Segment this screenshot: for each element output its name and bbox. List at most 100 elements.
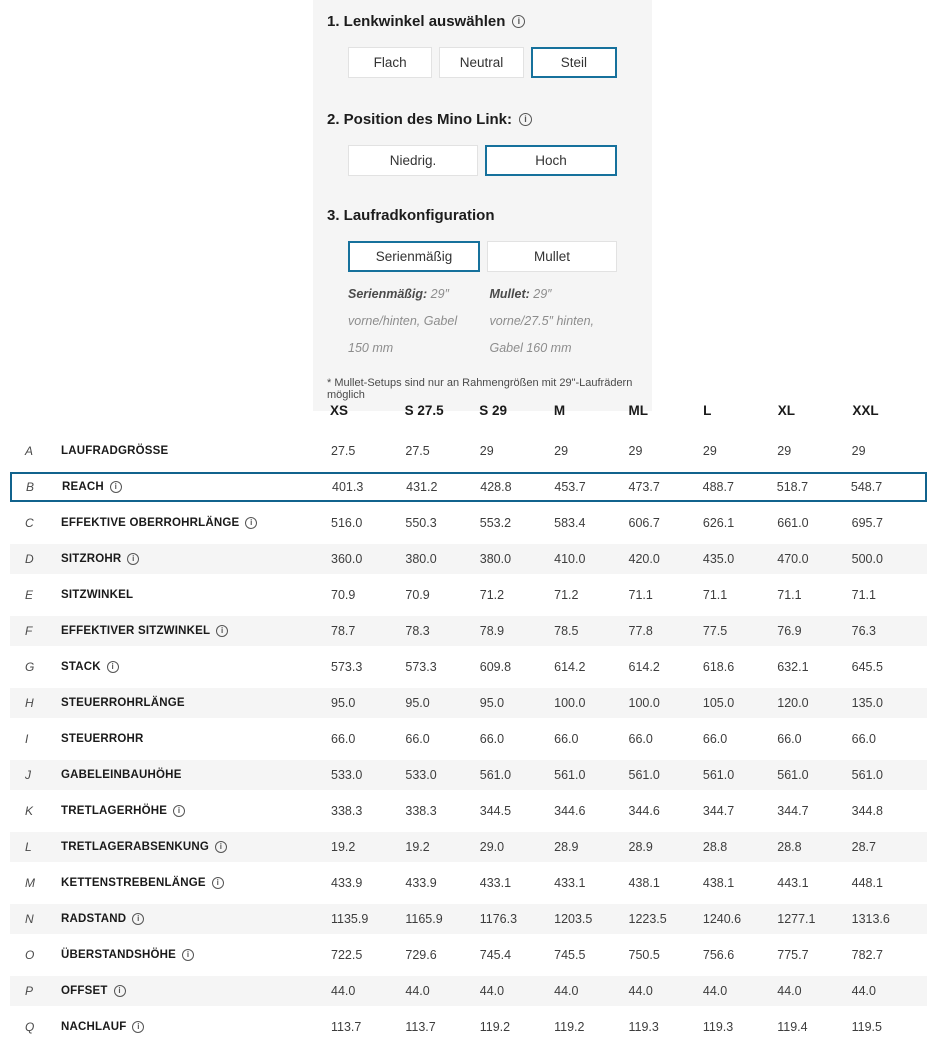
row-label-text: NACHLAUF [61, 1021, 127, 1033]
option-niedrig[interactable]: Niedrig. [348, 145, 478, 176]
table-row-kettenstrebenl-nge[interactable]: M KETTENSTREBENLÄNGE i 433.9 433.9 433.1 433.1… [10, 868, 927, 898]
row-label-text: EFFEKTIVER SITZWINKEL [61, 625, 211, 637]
table-row-tretlagerabsenkung[interactable]: L TRETLAGERABSENKUNG i 19.2 19.2 29.0 28.9 28.9… [10, 832, 927, 862]
cell-value: 561.0 [628, 768, 660, 782]
cell-value: 113.7 [331, 1020, 362, 1034]
info-icon[interactable]: i [106, 661, 119, 673]
row-letter: H [25, 696, 34, 710]
column-header-xs: XS [330, 402, 349, 418]
cell-value: 618.6 [702, 660, 735, 674]
cell-value: 533.0 [331, 768, 363, 782]
cell-value: 66.0 [405, 732, 430, 746]
cell-value: 71.2 [479, 588, 505, 602]
option-mullet[interactable]: Mullet [487, 241, 617, 272]
info-icon[interactable]: i [173, 805, 186, 817]
column-header-l: L [703, 402, 712, 418]
row-label: SITZROHR i [61, 553, 331, 565]
cell-value: 44.0 [851, 984, 876, 998]
table-row-steuerrohr[interactable]: I STEUERROHR 66.0 66.0 66.0 66.0 66.0 66.0 66.0 6… [10, 724, 927, 754]
cell-value: 76.3 [851, 624, 876, 638]
table-row-sitzrohr[interactable]: D SITZROHR i 360.0 380.0 380.0 410.0 420.0 435.0… [10, 544, 927, 574]
info-icon[interactable]: i [132, 913, 145, 925]
cell-value: 344.8 [851, 804, 883, 818]
cell-value: 19.2 [331, 840, 356, 854]
cell-value: 550.3 [405, 516, 437, 530]
option-serienm-ig[interactable]: Serienmäßig [348, 241, 480, 272]
table-row-laufradgr-sse[interactable]: A LAUFRADGRÖSSE 27.5 27.5 29 29 29 29 29 29 [10, 436, 927, 466]
option-neutral[interactable]: Neutral [439, 47, 524, 78]
table-row-berstandsh-he[interactable]: O ÜBERSTANDSHÖHE i 722.5 729.6 745.4 745.5 750.… [10, 940, 927, 970]
table-row-tretlagerh-he[interactable]: K TRETLAGERHÖHE i 338.3 338.3 344.5 344.6 344.6… [10, 796, 927, 826]
table-row-stack[interactable]: G STACK i 573.3 573.3 609.8 614.2 614.2 618.6 632… [10, 652, 927, 682]
info-icon[interactable]: i [182, 949, 195, 961]
cell-value: 29 [702, 444, 717, 458]
cell-value: 27.5 [331, 444, 356, 458]
table-row-nachlauf[interactable]: Q NACHLAUF i 113.7 113.7 119.2 119.2 119.3 119.3… [10, 1012, 927, 1042]
cell-value: 44.0 [554, 984, 579, 998]
table-row-sitzwinkel[interactable]: E SITZWINKEL 70.9 70.9 71.2 71.2 71.1 71.1 71.1 7… [10, 580, 927, 610]
table-row-offset[interactable]: P OFFSET i 44.0 44.0 44.0 44.0 44.0 44.0 44.0 44.0 [10, 976, 927, 1006]
table-row-reach[interactable]: B REACH i 401.3 431.2 428.8 453.7 473.7 488.7 518… [10, 472, 927, 502]
table-row-gabeleinbauh-he[interactable]: J GABELEINBAUHÖHE 533.0 533.0 561.0 561.0 561.… [10, 760, 927, 790]
row-label-text: OFFSET [61, 985, 108, 997]
info-icon[interactable]: i [109, 481, 122, 493]
cell-value: 433.1 [554, 876, 586, 890]
cell-value: 119.5 [851, 1020, 882, 1034]
cell-value: 438.1 [628, 876, 660, 890]
description-lead: Serienmäßig: [348, 287, 428, 301]
option-hoch[interactable]: Hoch [485, 145, 617, 176]
info-icon[interactable]: i [215, 841, 227, 853]
cell-value: 729.6 [405, 948, 437, 962]
cell-value: 77.5 [702, 624, 728, 638]
cell-value: 77.8 [628, 624, 653, 638]
cell-value: 44.0 [331, 984, 356, 998]
row-label: TRETLAGERABSENKUNG i [61, 841, 331, 853]
cell-value: 78.5 [554, 624, 579, 638]
step-title-row: 1. Lenkwinkel auswählen i [327, 13, 638, 30]
cell-value: 76.9 [777, 624, 802, 638]
cell-value: 29 [479, 444, 494, 458]
table-header-row: XS S 27.5 S 29 M ML L XL XXL [10, 398, 927, 422]
info-icon[interactable]: i [132, 1021, 145, 1033]
option-flach[interactable]: Flach [348, 47, 433, 78]
row-letter: K [25, 804, 34, 818]
cell-value: 100.0 [554, 696, 586, 710]
table-row-steuerrohrl-nge[interactable]: H STEUERROHRLÄNGE 95.0 95.0 95.0 100.0 100.0 10… [10, 688, 927, 718]
cell-value: 420.0 [628, 552, 660, 566]
info-icon[interactable]: i [211, 877, 224, 889]
cell-value: 1223.5 [628, 912, 667, 926]
cell-value: 606.7 [628, 516, 660, 530]
cell-value: 1203.5 [554, 912, 593, 926]
table-row-radstand[interactable]: N RADSTAND i 1135.9 1165.9 1176.3 1203.5 1223.5… [10, 904, 927, 934]
config-step-2: 2. Position des Mino Link: i Niedrig. Hoch [327, 111, 638, 176]
cell-value: 632.1 [777, 660, 809, 674]
info-icon[interactable]: i [127, 553, 140, 565]
table-row-effektiver-sitzwinkel[interactable]: F EFFEKTIVER SITZWINKEL i 78.7 78.3 78.9 78.5 7… [10, 616, 927, 646]
cell-value: 135.0 [851, 696, 883, 710]
cell-value: 78.7 [331, 624, 356, 638]
row-label: EFFEKTIVE OBERROHRLÄNGE i [61, 517, 331, 529]
row-label-text: REACH [62, 481, 104, 493]
row-label-text: LAUFRADGRÖSSE [61, 445, 169, 457]
row-label-text: STACK [61, 661, 101, 673]
cell-value: 433.1 [479, 876, 512, 890]
cell-value: 428.8 [480, 480, 512, 494]
row-label-text: STEUERROHR [61, 733, 144, 745]
row-label: STEUERROHR [61, 733, 331, 745]
info-icon[interactable]: i [216, 625, 229, 637]
table-row-effektive-oberrohrl-nge[interactable]: C EFFEKTIVE OBERROHRLÄNGE i 516.0 550.3 553.2… [10, 508, 927, 538]
cell-value: 645.5 [851, 660, 883, 674]
info-icon[interactable]: i [113, 985, 126, 997]
info-icon[interactable]: i [512, 15, 526, 28]
info-icon[interactable]: i [245, 517, 258, 529]
option-steil[interactable]: Steil [530, 47, 617, 78]
info-icon[interactable]: i [519, 113, 533, 126]
row-label: STEUERROHRLÄNGE [61, 697, 331, 709]
option-description: Mullet: 29″ vorne/27.5″ hinten, Gabel 16… [490, 281, 618, 362]
cell-value: 722.5 [331, 948, 363, 962]
cell-value: 433.9 [405, 876, 437, 890]
cell-value: 548.7 [850, 480, 883, 494]
cell-value: 66.0 [331, 732, 356, 746]
row-letter: N [25, 912, 34, 926]
cell-value: 745.4 [479, 948, 512, 962]
